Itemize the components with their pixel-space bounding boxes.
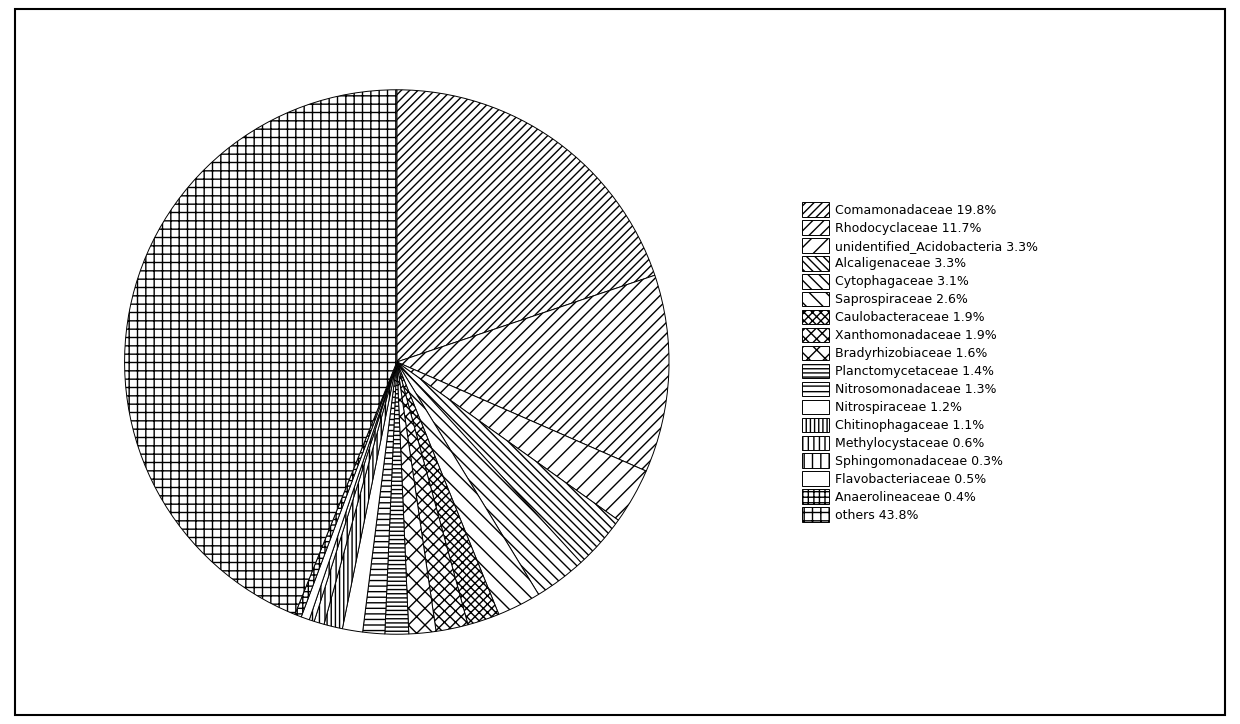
Wedge shape xyxy=(397,362,580,594)
Wedge shape xyxy=(124,90,397,615)
Wedge shape xyxy=(384,362,409,634)
Wedge shape xyxy=(397,362,538,615)
Wedge shape xyxy=(309,362,397,621)
Wedge shape xyxy=(295,362,397,617)
Wedge shape xyxy=(301,362,397,620)
Wedge shape xyxy=(397,90,655,362)
Wedge shape xyxy=(362,362,397,634)
Wedge shape xyxy=(324,362,397,628)
Legend: Comamonadaceae 19.8%, Rhodocyclaceae 11.7%, unidentified_Acidobacteria 3.3%, Alc: Comamonadaceae 19.8%, Rhodocyclaceae 11.… xyxy=(797,198,1042,526)
Wedge shape xyxy=(397,362,619,563)
Wedge shape xyxy=(397,362,467,631)
Wedge shape xyxy=(314,362,397,624)
Wedge shape xyxy=(397,362,436,634)
Wedge shape xyxy=(397,275,670,471)
Wedge shape xyxy=(342,362,397,632)
Wedge shape xyxy=(397,362,498,625)
Wedge shape xyxy=(397,362,646,521)
